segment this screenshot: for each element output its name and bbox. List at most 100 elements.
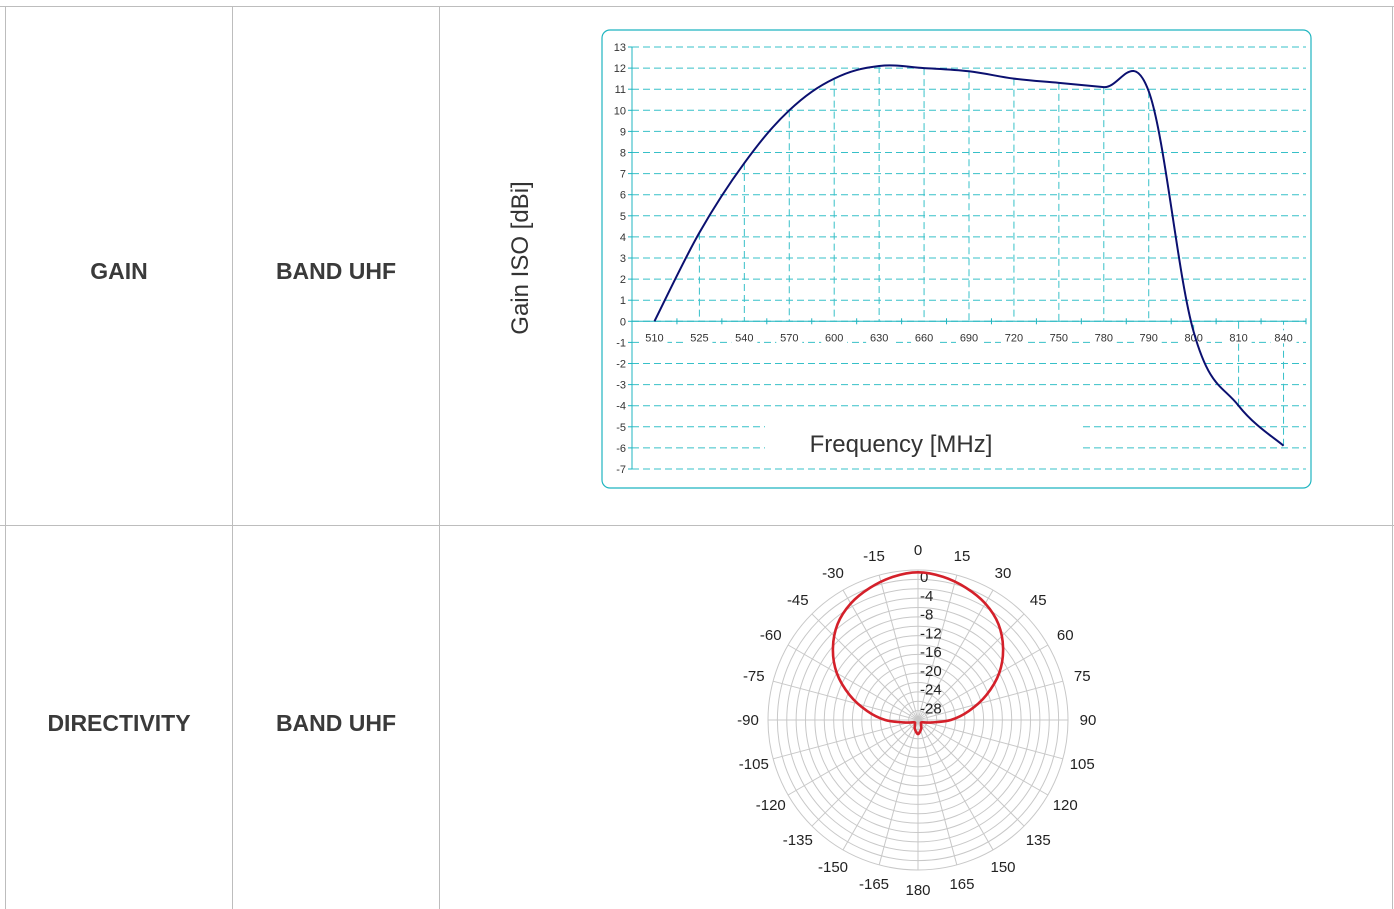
gain-x-tick-bg [821,330,848,344]
polar-angle-label: 150 [990,859,1015,876]
gain-y-tick-label: 5 [620,211,626,223]
gain-y-tick-label: -5 [616,422,626,434]
polar-spoke [917,613,1025,721]
polar-angle-label: 90 [1080,712,1097,729]
polar-radial-label: -8 [920,607,933,624]
directivity-polar-chart: 0 153045607590105120135150165180-165-150-… [737,542,1096,899]
polar-spoke [917,719,1025,827]
polar-spoke [772,680,919,721]
polar-spoke [917,719,1049,796]
table-left-border [5,6,6,909]
gain-x-tick-label: 660 [915,332,933,344]
polar-angle-label: -165 [859,876,889,893]
polar-angle-label: -15 [863,548,885,565]
polar-angle-label: 135 [1026,832,1051,849]
gain-y-tick-label: 3 [620,253,626,265]
gain-y-tick-label: 11 [615,84,626,96]
polar-angle-label: -30 [822,565,844,582]
gain-x-tick-label: 780 [1095,332,1113,344]
gain-y-tick-label: 1 [620,295,626,307]
polar-angle-label: 45 [1030,592,1047,609]
polar-angle-labels: 0 153045607590105120135150165180-165-150-… [737,542,1096,899]
gain-y-tick-label: -7 [616,464,626,476]
polar-angle-label: -60 [760,627,782,644]
polar-radial-label: 0 [920,569,928,586]
polar-spoke [917,589,994,721]
polar-radial-labels: 0 -4 -8-12 -16 -20 -24-28 [920,569,942,717]
polar-radial-label: -20 [920,663,942,680]
polar-angle-label: 165 [949,876,974,893]
polar-spoke [787,644,919,721]
polar-radial-label: -4 [920,588,933,605]
polar-spoke [878,719,919,866]
gain-y-tick-label: -3 [616,380,626,392]
polar-angle-label: -90 [737,712,759,729]
polar-spoke [811,719,919,827]
polar-spoke [787,719,919,796]
gain-y-tick-label: -4 [616,401,626,413]
gain-y-tick-label: 6 [620,190,626,202]
column-divider-2 [439,6,440,909]
polar-angle-label: -150 [818,859,848,876]
gain-y-tick-label: -2 [616,359,626,371]
gain-y-axis-label: Gain ISO [dBi] [507,181,534,334]
gain-x-tick-bg [866,330,893,344]
polar-spoke [878,574,919,721]
row-divider [0,525,1394,526]
gain-x-tick-label: 540 [735,332,753,344]
gain-x-tick-label: 790 [1140,332,1158,344]
gain-y-tick-label: 0 [620,316,626,328]
gain-x-tick-bg [1225,330,1252,344]
gain-x-tick-bg [1135,330,1162,344]
gain-x-tick-label: 690 [960,332,978,344]
x-axis-label-bg [765,420,1081,462]
polar-spoke [811,613,919,721]
gain-y-tick-label: -1 [616,337,626,349]
polar-spoke [917,719,1064,760]
row-label-directivity: DIRECTIVITY [47,710,191,736]
polar-angle-label: 15 [954,548,971,565]
polar-spoke [917,644,1049,721]
polar-angle-label: -105 [739,756,769,773]
polar-radial-label: -16 [920,644,942,661]
table-right-border [1392,6,1393,909]
polar-angle-label: -45 [787,592,809,609]
gain-grid [632,46,1306,470]
polar-spoke [842,589,919,721]
polar-angle-label: 105 [1070,756,1095,773]
gain-y-tick-label: 8 [620,148,626,160]
gain-x-tick-label: 630 [870,332,888,344]
row-band-directivity: BAND UHF [275,710,397,736]
gain-y-tick-label: 13 [614,42,626,54]
gain-chart: Gain ISO [dBi] 131211109876543210-1-2-3-… [507,29,1312,489]
gain-y-tick-label: 12 [614,63,626,75]
directivity-pattern-line [831,571,1005,736]
polar-angle-label: 0 [914,542,922,559]
gain-x-tick-label: 510 [645,332,663,344]
polar-radial-label: -12 [920,625,942,642]
gain-x-tick-bg [641,330,668,344]
polar-spoke [917,719,958,866]
gain-x-tick-label: 800 [1184,332,1202,344]
gain-y-tick-label: 7 [620,169,626,181]
polar-angle-label: 60 [1057,627,1074,644]
polar-angle-label: 30 [995,565,1012,582]
column-divider-1 [232,6,233,909]
gain-x-tick-bg [731,330,758,344]
gain-x-axis-label: Frequency [MHz] [810,431,993,458]
row-label-gain: GAIN [90,258,148,284]
gain-x-ticks: 510 525 540 570 600 630 660 690 720 750 780 790 800 8… [641,318,1307,344]
gain-x-tick-bg [1270,330,1297,344]
polar-spoke [772,719,919,760]
gain-x-tick-bg [776,330,803,344]
gain-x-tick-label: 840 [1274,332,1292,344]
gain-x-tick-label: 810 [1229,332,1247,344]
gain-x-tick-label: 600 [825,332,843,344]
polar-angle-label: -75 [743,668,765,685]
gain-x-tick-label: 720 [1005,332,1023,344]
gain-x-tick-label: 750 [1050,332,1068,344]
gain-series-line [653,64,1285,447]
polar-angle-label: -120 [756,797,786,814]
polar-spoke [917,574,958,721]
gain-x-tick-bg [686,330,713,344]
